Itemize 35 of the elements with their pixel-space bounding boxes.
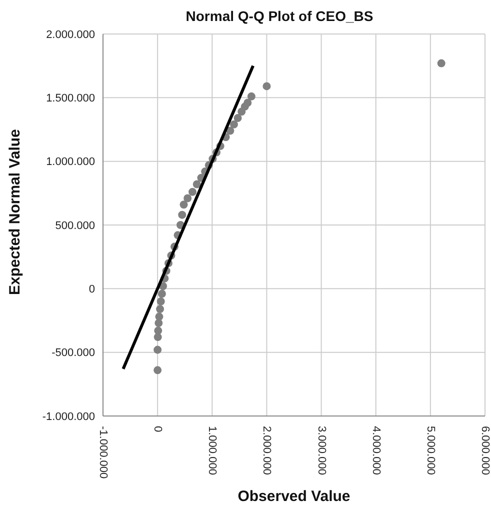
x-tick-label: 0 [152, 426, 164, 432]
point [437, 59, 446, 68]
point [230, 120, 238, 128]
point [247, 92, 256, 100]
point [156, 305, 164, 314]
point [192, 180, 201, 188]
point [154, 346, 162, 354]
point [184, 194, 192, 202]
x-tick-label: 4.000.000 [370, 426, 382, 475]
point [244, 98, 252, 107]
x-tick-label: 2.000.000 [260, 426, 273, 475]
x-tick-label: 3.000.000 [315, 426, 328, 475]
point [188, 188, 196, 196]
y-tick-label: 1.000.000 [46, 156, 95, 168]
point [158, 290, 166, 298]
point [154, 366, 162, 374]
y-tick-label: 2.000.000 [46, 28, 95, 41]
chart-title: Normal Q-Q Plot of CEO_BS [184, 8, 374, 26]
y-tick-label: -1.000.000 [42, 410, 95, 423]
y-tick-label: -500.000 [52, 347, 95, 360]
point [234, 114, 242, 122]
x-axis-title: Observed Value [238, 488, 350, 505]
y-tick-label: 0 [88, 284, 95, 296]
point [180, 200, 188, 209]
y-axis-title: Expected Normal Value [6, 129, 24, 295]
point [155, 312, 164, 321]
point [156, 297, 165, 306]
point [262, 82, 271, 90]
y-tick-label: 500.000 [55, 220, 95, 232]
point [178, 210, 186, 219]
x-tick-label: 5.000.000 [424, 426, 436, 475]
x-tick-label: 6.000.000 [479, 426, 491, 475]
point [154, 326, 162, 335]
y-tick-label: 1.500.000 [46, 92, 95, 105]
x-tick-label: 1.000.000 [206, 426, 218, 475]
